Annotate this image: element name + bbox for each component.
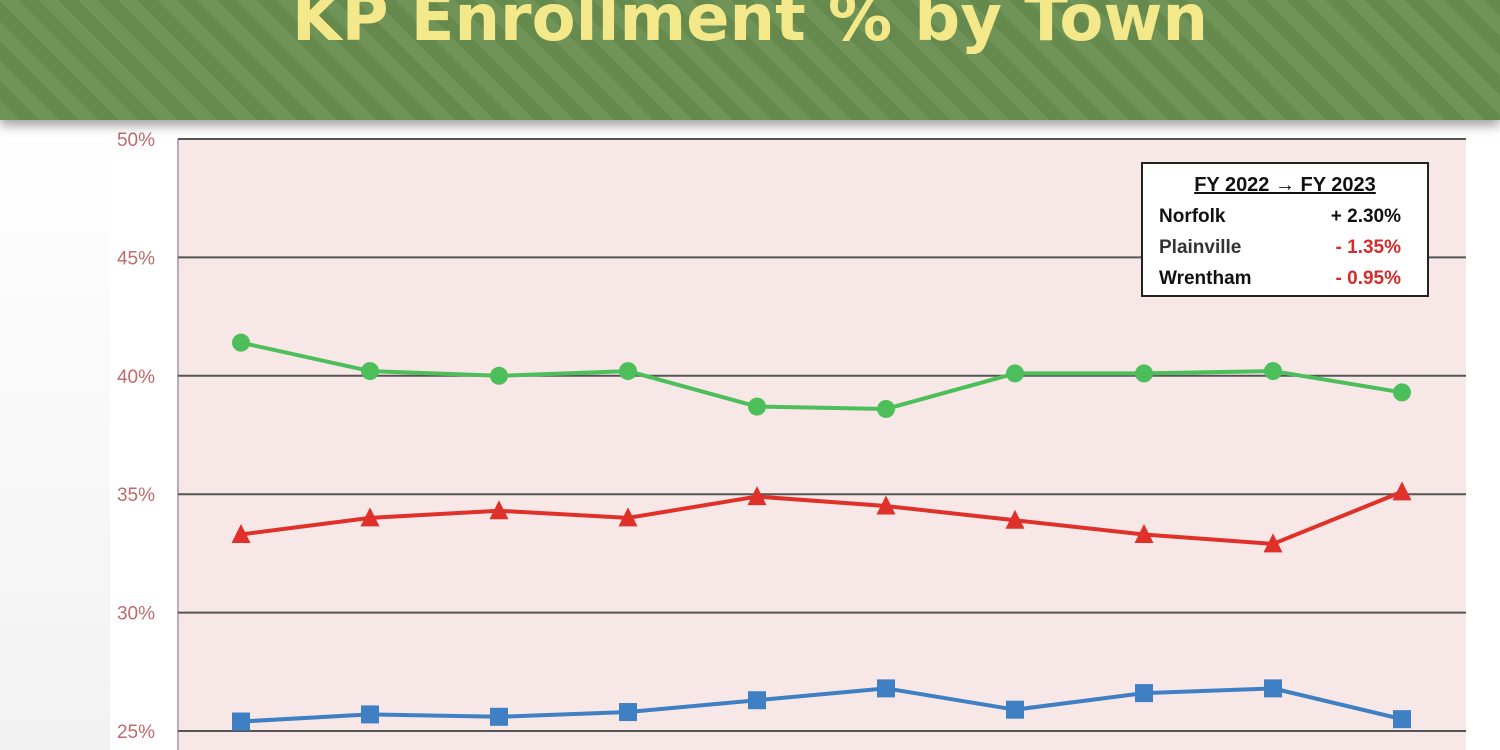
- left-margin: [0, 120, 110, 750]
- data-point: [1263, 533, 1283, 553]
- data-point: [748, 397, 766, 416]
- data-point: [232, 333, 250, 352]
- legend-heading: FY 2022 → FY 2023: [1194, 174, 1376, 196]
- data-point: [1005, 509, 1025, 529]
- data-point: [748, 691, 766, 710]
- change-legend: FY 2022 → FY 2023 Norfolk + 2.30% Plainv…: [1141, 162, 1429, 297]
- legend-row-norfolk: Norfolk + 2.30%: [1159, 206, 1401, 232]
- data-point: [489, 500, 509, 520]
- legend-town: Norfolk: [1159, 206, 1226, 227]
- legend-town: Plainville: [1159, 237, 1242, 258]
- data-point: [231, 523, 251, 543]
- data-point: [360, 507, 380, 527]
- data-point: [1264, 362, 1282, 381]
- y-tick-label: 40%: [117, 367, 155, 388]
- legend-row-plainville: Plainville - 1.35%: [1159, 237, 1401, 263]
- data-point: [747, 486, 767, 506]
- legend-change: + 2.30%: [1330, 206, 1401, 227]
- data-point: [618, 507, 638, 527]
- y-tick-label: 50%: [117, 130, 155, 151]
- y-tick-label: 25%: [117, 722, 155, 743]
- y-tick-label: 35%: [117, 485, 155, 506]
- data-point: [1264, 679, 1282, 698]
- data-point: [232, 712, 250, 731]
- data-point: [876, 495, 896, 515]
- data-point: [619, 362, 637, 381]
- title-banner: KP Enrollment % by Town: [0, 0, 1500, 120]
- series-line: [240, 489, 1403, 546]
- y-tick-label: 30%: [117, 604, 155, 625]
- data-point: [1393, 383, 1411, 402]
- series-line: [240, 686, 1403, 724]
- data-point: [1134, 523, 1154, 543]
- data-point: [877, 399, 895, 418]
- legend-change: - 1.35%: [1335, 237, 1401, 258]
- data-point: [1135, 684, 1153, 703]
- legend-row-wrentham: Wrentham - 0.95%: [1159, 268, 1401, 294]
- series-line: [240, 340, 1403, 411]
- legend-town: Wrentham: [1159, 268, 1252, 289]
- data-point: [361, 362, 379, 381]
- data-point: [1006, 364, 1024, 383]
- data-point: [1393, 710, 1411, 729]
- data-point: [877, 679, 895, 698]
- data-point: [1392, 481, 1412, 501]
- legend-change: - 0.95%: [1335, 268, 1401, 289]
- page-title: KP Enrollment % by Town: [291, 0, 1209, 56]
- data-point: [1135, 364, 1153, 383]
- data-point: [619, 703, 637, 722]
- data-point: [490, 366, 508, 385]
- y-tick-label: 45%: [117, 248, 155, 269]
- data-point: [1006, 700, 1024, 719]
- data-point: [490, 707, 508, 726]
- data-point: [361, 705, 379, 724]
